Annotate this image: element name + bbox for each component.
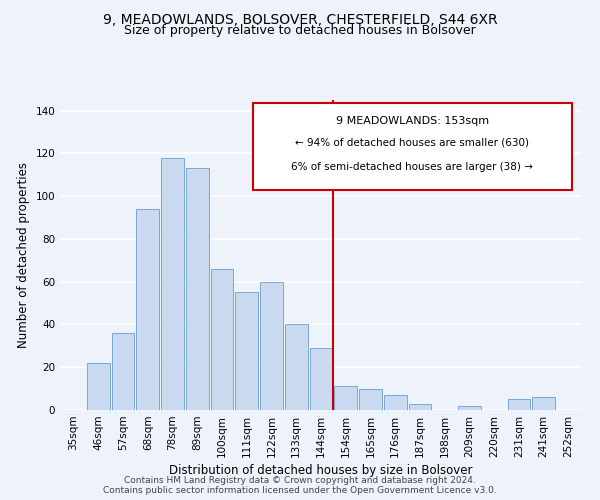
Bar <box>260 282 283 410</box>
Bar <box>136 209 159 410</box>
Bar <box>458 406 481 410</box>
Bar <box>235 292 258 410</box>
Bar <box>359 388 382 410</box>
Y-axis label: Number of detached properties: Number of detached properties <box>17 162 30 348</box>
Text: Size of property relative to detached houses in Bolsover: Size of property relative to detached ho… <box>124 24 476 37</box>
Text: Contains public sector information licensed under the Open Government Licence v3: Contains public sector information licen… <box>103 486 497 495</box>
Bar <box>310 348 332 410</box>
Bar <box>211 269 233 410</box>
Bar <box>285 324 308 410</box>
Bar <box>161 158 184 410</box>
FancyBboxPatch shape <box>253 103 572 190</box>
Bar <box>384 395 407 410</box>
Bar <box>334 386 357 410</box>
Bar <box>508 400 530 410</box>
Text: Contains HM Land Registry data © Crown copyright and database right 2024.: Contains HM Land Registry data © Crown c… <box>124 476 476 485</box>
Text: 9, MEADOWLANDS, BOLSOVER, CHESTERFIELD, S44 6XR: 9, MEADOWLANDS, BOLSOVER, CHESTERFIELD, … <box>103 12 497 26</box>
Text: 9 MEADOWLANDS: 153sqm: 9 MEADOWLANDS: 153sqm <box>336 116 489 126</box>
Text: 6% of semi-detached houses are larger (38) →: 6% of semi-detached houses are larger (3… <box>292 162 533 172</box>
Text: ← 94% of detached houses are smaller (630): ← 94% of detached houses are smaller (63… <box>295 137 529 147</box>
Bar <box>409 404 431 410</box>
Bar <box>87 363 110 410</box>
Bar <box>112 333 134 410</box>
Bar <box>532 397 555 410</box>
Bar <box>186 168 209 410</box>
X-axis label: Distribution of detached houses by size in Bolsover: Distribution of detached houses by size … <box>169 464 473 477</box>
